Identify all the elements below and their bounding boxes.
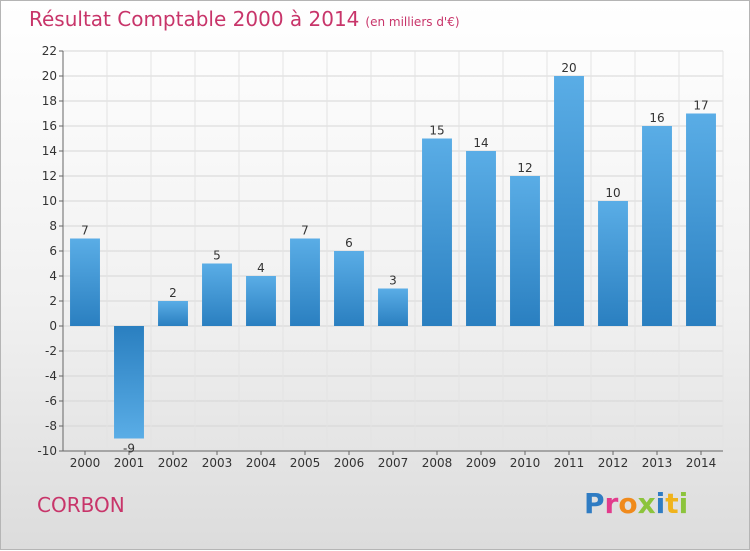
- data-label: 15: [429, 124, 444, 138]
- logo-letter: P: [584, 487, 605, 520]
- data-label: 20: [561, 61, 576, 75]
- x-tick-label: 2008: [422, 456, 453, 470]
- y-tick-label: 6: [49, 244, 57, 258]
- y-tick-label: 22: [42, 44, 57, 58]
- bar-2012: [598, 201, 628, 326]
- x-tick-label: 2003: [202, 456, 233, 470]
- data-label: 7: [301, 224, 309, 238]
- bar-2005: [290, 238, 320, 326]
- bar-2006: [334, 251, 364, 326]
- place-name: CORBON: [37, 493, 125, 517]
- logo-letter: x: [637, 487, 656, 520]
- y-tick-label: 14: [42, 144, 57, 158]
- proxiti-logo: Proxiti: [584, 487, 688, 520]
- y-tick-label: -10: [37, 444, 57, 458]
- x-tick-label: 2011: [554, 456, 585, 470]
- y-tick-label: 2: [49, 294, 57, 308]
- x-tick-label: 2006: [334, 456, 365, 470]
- chart-title: Résultat Comptable 2000 à 2014 (en millie…: [29, 7, 460, 31]
- chart-subtitle: (en milliers d'€): [365, 15, 460, 29]
- data-label: 7: [81, 224, 89, 238]
- y-tick-label: 4: [49, 269, 57, 283]
- bar-2007: [378, 288, 408, 326]
- y-tick-label: 16: [42, 119, 57, 133]
- y-tick-label: 0: [49, 319, 57, 333]
- logo-letter: r: [604, 487, 619, 520]
- bars: [70, 76, 716, 439]
- x-tick-label: 2002: [158, 456, 189, 470]
- data-label: 6: [345, 236, 353, 250]
- labels: -10 -8 -6 -4 -2 0 2 4 6 8 10 12 14 16 18 20 22 2000 7 2001-…: [37, 44, 716, 470]
- axes: [59, 50, 723, 455]
- logo-letter: t: [665, 487, 679, 520]
- bar-2009: [466, 151, 496, 326]
- x-tick-label: 2005: [290, 456, 321, 470]
- y-tick-label: -2: [45, 344, 57, 358]
- x-tick-label: 2014: [686, 456, 717, 470]
- bar-2014: [686, 113, 716, 326]
- bar-2013: [642, 126, 672, 326]
- logo-letter: i: [678, 487, 689, 520]
- y-tick-label: 18: [42, 94, 57, 108]
- chart-title-text: Résultat Comptable 2000 à 2014: [29, 7, 360, 31]
- y-tick-label: -8: [45, 419, 57, 433]
- x-tick-label: 2004: [246, 456, 277, 470]
- bar-2000: [70, 238, 100, 326]
- y-tick-label: -6: [45, 394, 57, 408]
- logo-letter: o: [618, 487, 638, 520]
- data-label: 5: [213, 249, 221, 263]
- y-tick-label: -4: [45, 369, 57, 383]
- x-tick-label: 2000: [70, 456, 101, 470]
- x-tick-label: 2007: [378, 456, 409, 470]
- y-tick-label: 20: [42, 69, 57, 83]
- data-label: 4: [257, 261, 265, 275]
- bar-2008: [422, 138, 452, 326]
- x-tick-label: 2009: [466, 456, 497, 470]
- x-tick-label: 2001: [114, 456, 145, 470]
- bar-2010: [510, 176, 540, 326]
- data-label: 14: [473, 136, 488, 150]
- data-label: -9: [123, 442, 135, 456]
- bar-2004: [246, 276, 276, 326]
- bar-2003: [202, 263, 232, 326]
- x-tick-label: 2012: [598, 456, 629, 470]
- data-label: 17: [693, 99, 708, 113]
- y-tick-label: 10: [42, 194, 57, 208]
- bar-2011: [554, 76, 584, 326]
- logo-letter: i: [655, 487, 666, 520]
- bar-2001: [114, 326, 144, 439]
- data-label: 16: [649, 111, 664, 125]
- x-tick-label: 2010: [510, 456, 541, 470]
- bar-2002: [158, 301, 188, 326]
- y-tick-label: 12: [42, 169, 57, 183]
- y-tick-label: 8: [49, 219, 57, 233]
- data-label: 10: [605, 186, 620, 200]
- data-label: 2: [169, 286, 177, 300]
- data-label: 12: [517, 161, 532, 175]
- data-label: 3: [389, 274, 397, 288]
- x-tick-label: 2013: [642, 456, 673, 470]
